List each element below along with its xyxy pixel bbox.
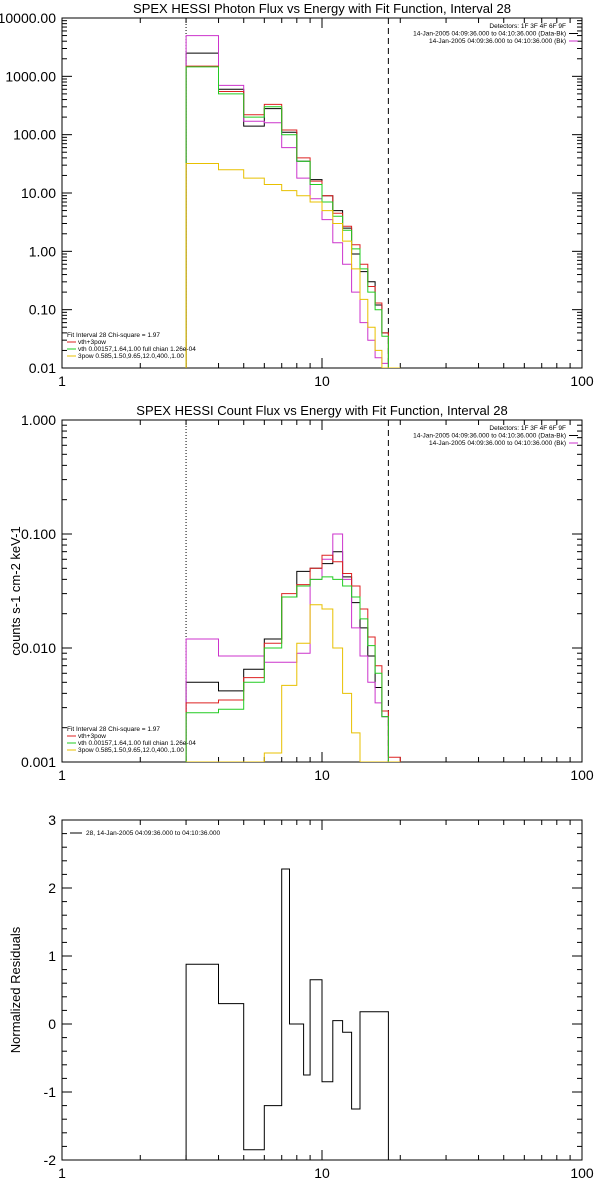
- plot-frame: [61, 419, 583, 763]
- x-tick-label: 100: [570, 767, 594, 783]
- x-tick-label: 10: [314, 373, 330, 389]
- x-tick-label: 100: [570, 373, 594, 389]
- y-tick-label: 0.010: [21, 640, 56, 656]
- series-line-3pow: [186, 604, 401, 762]
- legend-entry: 28, 14-Jan-2005 04:09:36.000 to 04:10:36…: [86, 830, 220, 837]
- legend-entry: 3pow 0.585,1.50,9.65,12.0,400.,1.00: [78, 353, 184, 360]
- x-tick-label: 1: [58, 767, 66, 783]
- legend-entry: Detectors: 1F 3F 4F 6F 9F: [489, 425, 566, 432]
- y-tick-label: 0.10: [29, 302, 56, 318]
- chart-panel-3: Normalized Residuals 1 10 100 -2 -1 0 1 2 3 28, 14…: [8, 812, 594, 1181]
- legend-entry: Fit Interval 28 Chi-square = 1.97: [67, 332, 160, 339]
- legend-entry: vth 0.00157,1.64,1.00 full chian 1.26e-0…: [78, 740, 196, 747]
- y-tick-label: 1.000: [21, 412, 56, 428]
- legend-entry: 14-Jan-2005 04:09:36.000 to 04:10:36.000…: [429, 38, 566, 45]
- y-tick-label: -2: [44, 1152, 57, 1168]
- legend-entry: vth+3pow: [78, 339, 106, 346]
- y-tick-label: 1000.00: [5, 68, 56, 84]
- y-tick-label: 2: [48, 880, 56, 896]
- y-tick-label: 100.00: [13, 127, 56, 143]
- legend-entry: vth+3pow: [78, 733, 106, 740]
- series-line-vth-3pow: [185, 554, 401, 762]
- y-tick-label: 3: [48, 812, 56, 828]
- y-tick-label: 1: [48, 948, 56, 964]
- y-tick-label: -1: [44, 1084, 57, 1100]
- x-tick-label: 1: [58, 373, 66, 389]
- y-tick-label: 0: [48, 1016, 56, 1032]
- legend-entry: 14-Jan-2005 04:09:36.000 to 04:10:36.000…: [413, 31, 566, 38]
- x-tick-label: 100: [570, 1165, 594, 1181]
- y-tick-label: 10000.00: [0, 10, 56, 26]
- x-tick-label: 10: [314, 767, 330, 783]
- y-tick-label: 1.00: [29, 243, 56, 259]
- chart-title: SPEX HESSI Photon Flux vs Energy with Fi…: [133, 1, 511, 16]
- legend-entry: Detectors: 1F 3F 4F 6F 9F: [489, 23, 566, 30]
- legend-entry: 14-Jan-2005 04:09:36.000 to 04:10:36.000…: [429, 440, 566, 447]
- x-tick-label: 1: [58, 1165, 66, 1181]
- series-line-residuals: [185, 868, 389, 1160]
- series-line-vth: [185, 66, 401, 368]
- legend-entry: 3pow 0.585,1.50,9.65,12.0,400.,1.00: [78, 747, 184, 754]
- series-line-vth: [185, 576, 401, 762]
- chart-panel-2: SPEX HESSI Count Flux vs Energy with Fit…: [8, 403, 594, 783]
- y-tick-label: 0.100: [21, 526, 56, 542]
- chart-panel-1: SPEX HESSI Photon Flux vs Energy with Fi…: [0, 1, 594, 389]
- x-tick-label: 10: [314, 1165, 330, 1181]
- chart-title: SPEX HESSI Count Flux vs Energy with Fit…: [136, 403, 507, 418]
- y-tick-label: 0.001: [21, 754, 56, 770]
- series-line-3pow: [185, 163, 401, 368]
- legend-entry: Fit Interval 28 Chi-square = 1.97: [67, 726, 160, 733]
- y-axis-label: Normalized Residuals: [8, 926, 23, 1053]
- series-line-data-bk: [185, 551, 401, 762]
- legend-entry: 14-Jan-2005 04:09:36.000 to 04:10:36.000…: [413, 433, 566, 440]
- y-axis-label: counts s-1 cm-2 keV-1: [8, 526, 23, 655]
- y-tick-label: 10.00: [21, 185, 56, 201]
- y-tick-label: 0.01: [29, 360, 56, 376]
- legend-entry: vth 0.00157,1.64,1.00 full chian 1.26e-0…: [78, 346, 196, 353]
